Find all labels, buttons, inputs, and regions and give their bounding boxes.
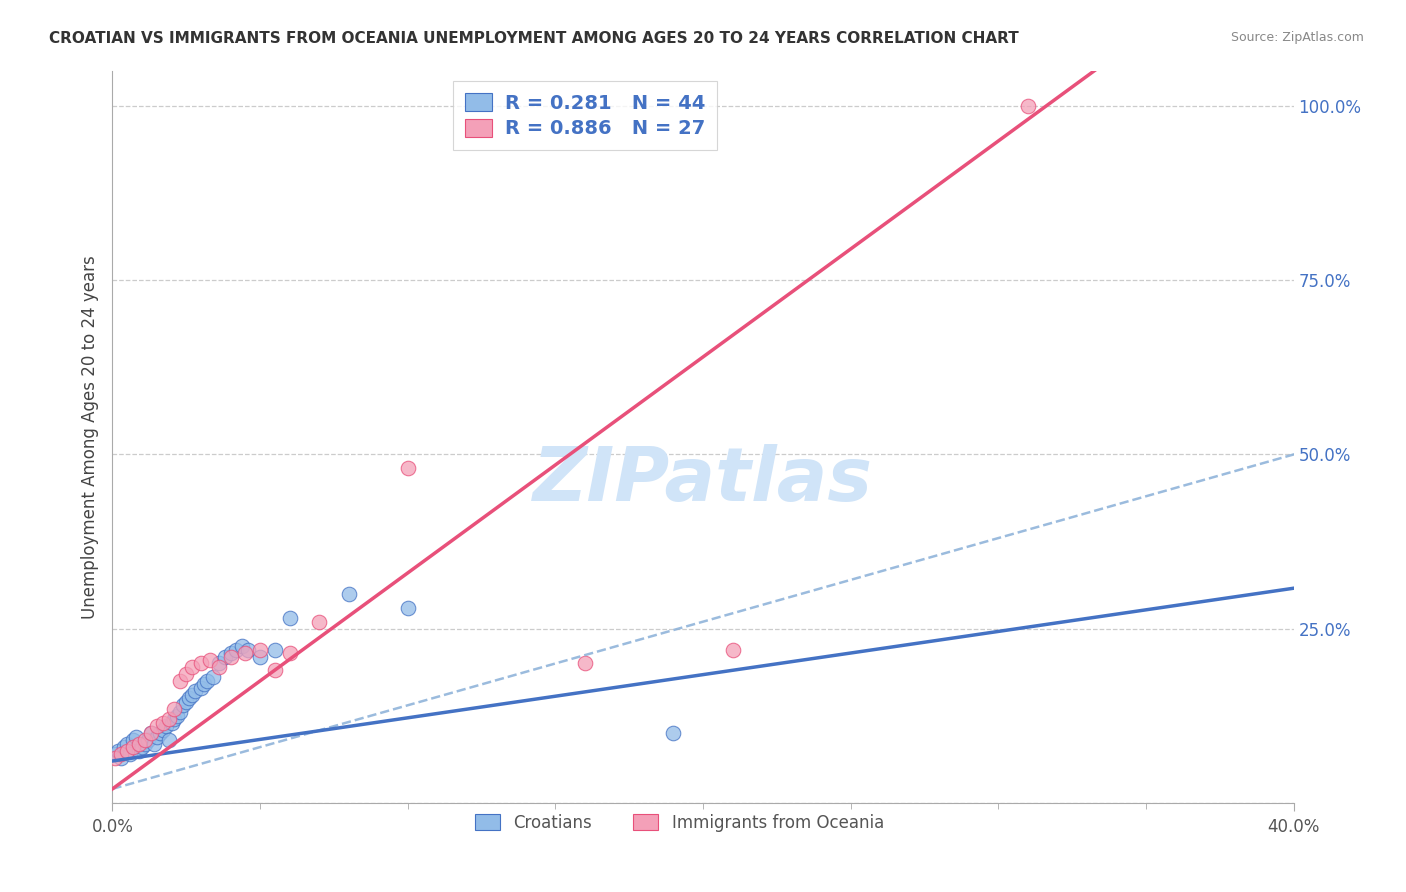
Point	[155, 719, 177, 733]
Point	[198, 653, 221, 667]
Point	[128, 743, 150, 757]
Point	[157, 712, 180, 726]
Point	[146, 719, 169, 733]
Point	[219, 649, 242, 664]
Point	[190, 657, 212, 671]
Point	[190, 681, 212, 695]
Point	[249, 642, 271, 657]
Point	[238, 642, 260, 657]
Point	[139, 726, 162, 740]
Point	[169, 673, 191, 688]
Point	[174, 667, 197, 681]
Point	[134, 737, 156, 751]
Point	[264, 664, 287, 678]
Point	[157, 733, 180, 747]
Point	[278, 646, 301, 660]
Point	[125, 730, 148, 744]
Point	[149, 726, 172, 740]
Point	[146, 730, 169, 744]
Point	[110, 750, 132, 764]
Point	[128, 737, 150, 751]
Point	[201, 670, 224, 684]
Point	[104, 750, 127, 764]
Point	[396, 600, 419, 615]
Point	[117, 743, 138, 757]
Point	[662, 726, 685, 740]
Point	[396, 461, 419, 475]
Point	[104, 747, 127, 761]
Point	[574, 657, 596, 671]
Point	[163, 702, 186, 716]
Point	[225, 642, 247, 657]
Point	[120, 747, 142, 761]
Point	[166, 708, 188, 723]
Point	[233, 646, 256, 660]
Point	[163, 712, 186, 726]
Point	[181, 660, 204, 674]
Text: Source: ZipAtlas.com: Source: ZipAtlas.com	[1230, 31, 1364, 45]
Point	[169, 705, 191, 719]
Point	[139, 726, 162, 740]
Point	[110, 747, 132, 761]
Point	[134, 733, 156, 747]
Point	[337, 587, 360, 601]
Point	[179, 691, 201, 706]
Point	[219, 646, 242, 660]
Y-axis label: Unemployment Among Ages 20 to 24 years: Unemployment Among Ages 20 to 24 years	[80, 255, 98, 619]
Point	[152, 723, 174, 737]
Text: ZIPatlas: ZIPatlas	[533, 444, 873, 517]
Point	[181, 688, 204, 702]
Legend: Croatians, Immigrants from Oceania: Croatians, Immigrants from Oceania	[468, 807, 891, 838]
Point	[195, 673, 218, 688]
Point	[122, 740, 145, 755]
Point	[184, 684, 207, 698]
Point	[160, 715, 183, 730]
Point	[136, 733, 159, 747]
Point	[214, 649, 236, 664]
Point	[107, 743, 129, 757]
Point	[249, 649, 271, 664]
Point	[1017, 99, 1039, 113]
Point	[142, 737, 165, 751]
Text: CROATIAN VS IMMIGRANTS FROM OCEANIA UNEMPLOYMENT AMONG AGES 20 TO 24 YEARS CORRE: CROATIAN VS IMMIGRANTS FROM OCEANIA UNEM…	[49, 31, 1019, 46]
Point	[193, 677, 215, 691]
Point	[172, 698, 194, 713]
Point	[117, 737, 138, 751]
Point	[131, 740, 153, 755]
Point	[278, 611, 301, 625]
Point	[308, 615, 330, 629]
Point	[174, 695, 197, 709]
Point	[264, 642, 287, 657]
Point	[122, 733, 145, 747]
Point	[208, 657, 231, 671]
Point	[721, 642, 744, 657]
Point	[112, 740, 135, 755]
Point	[231, 639, 253, 653]
Point	[152, 715, 174, 730]
Point	[208, 660, 231, 674]
